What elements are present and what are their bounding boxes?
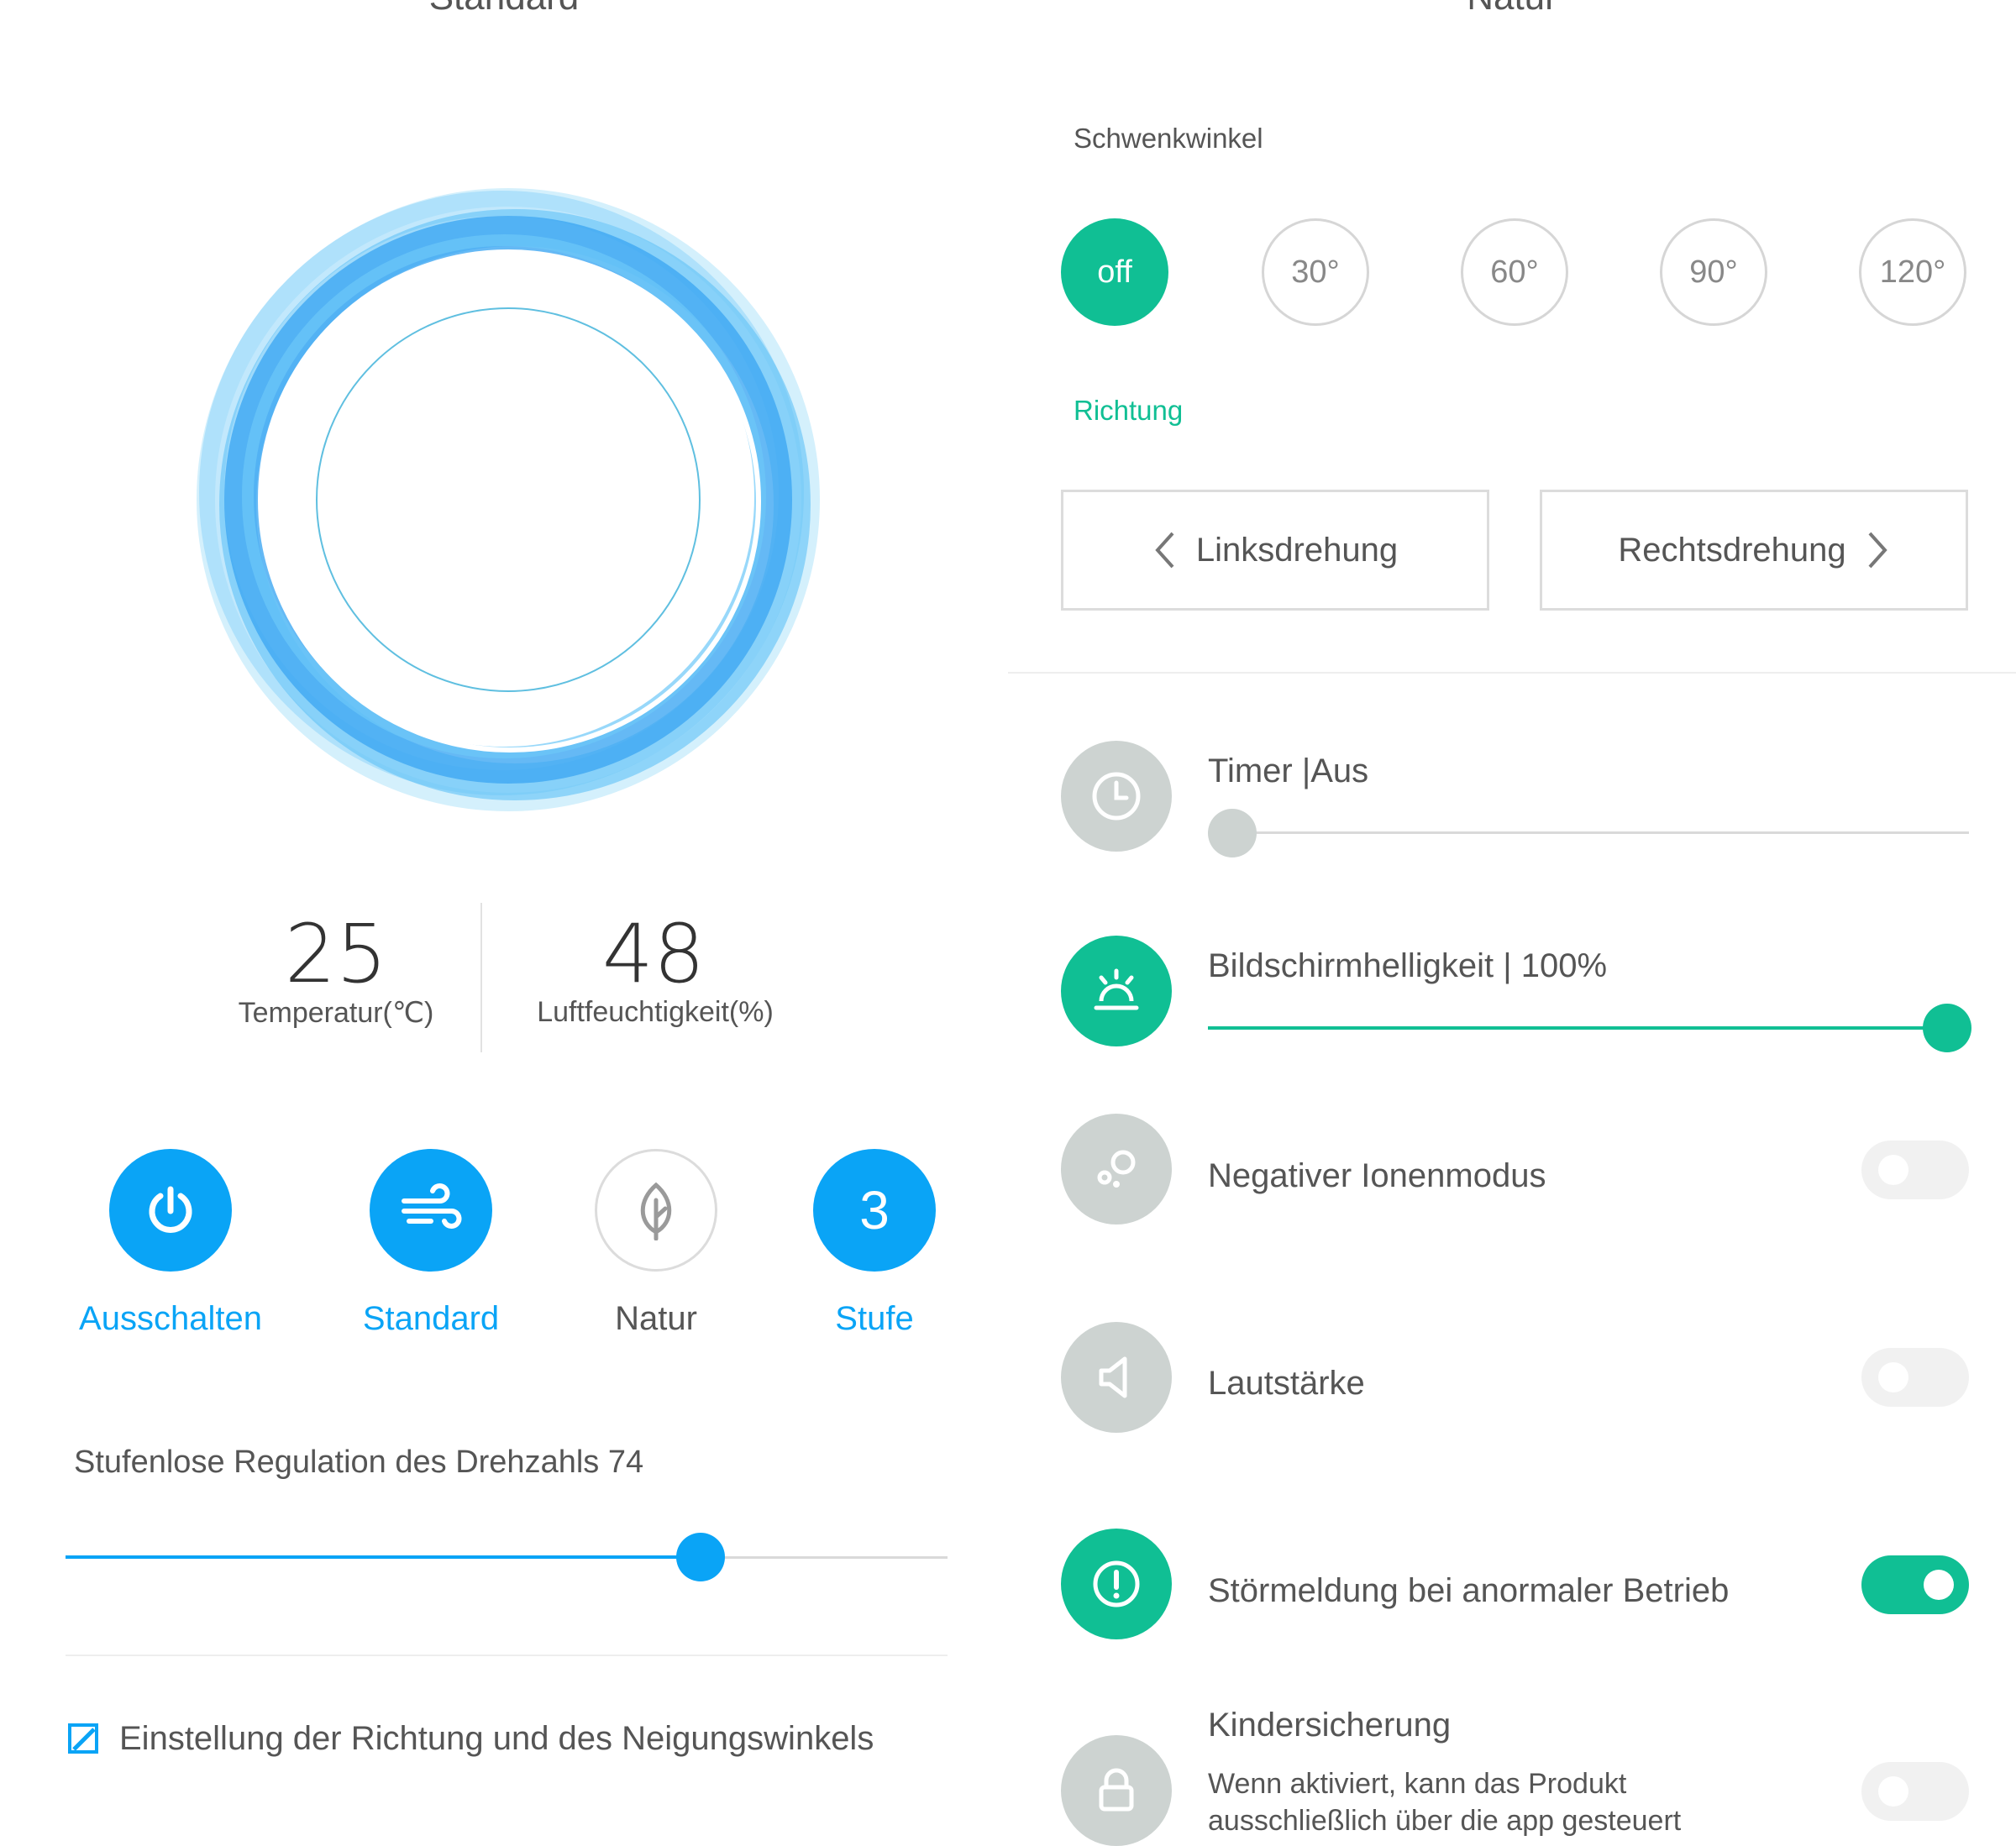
right-turn-label: Rechtsdrehung xyxy=(1618,531,1846,569)
right-turn-button[interactable]: Rechtsdrehung xyxy=(1540,490,1968,611)
section-divider-right xyxy=(1008,672,2016,674)
left-panel: Standard 25 Temperatur(℃) 48 Luftfeuchti… xyxy=(0,0,1008,1814)
standard-mode-button[interactable] xyxy=(370,1149,492,1272)
left-turn-button[interactable]: Linksdrehung xyxy=(1061,490,1489,611)
fan-ring-visual xyxy=(189,181,827,819)
direction-label: Richtung xyxy=(1074,395,1184,426)
wind-icon xyxy=(402,1183,462,1229)
level-label: Stufe xyxy=(835,1300,914,1337)
timer-label: Timer |Aus xyxy=(1208,753,1369,789)
ion-bubbles-icon xyxy=(1097,1150,1136,1188)
child-lock-toggle[interactable] xyxy=(1861,1762,1969,1821)
chevron-left-icon xyxy=(1155,532,1174,569)
angle-60-button[interactable]: 60° xyxy=(1461,218,1568,326)
fault-alert-toggle[interactable] xyxy=(1861,1555,1969,1614)
volume-label: Lautstärke xyxy=(1208,1365,1365,1402)
speed-slider-fill xyxy=(66,1555,701,1559)
section-divider xyxy=(66,1655,948,1656)
clock-icon xyxy=(1092,772,1141,821)
power-button[interactable] xyxy=(109,1149,232,1272)
chevron-right-icon xyxy=(1868,532,1887,569)
brightness-icon-circle xyxy=(1061,936,1172,1046)
brightness-slider-thumb[interactable] xyxy=(1923,1004,1971,1052)
speed-slider-thumb[interactable] xyxy=(676,1533,725,1581)
ion-icon-circle xyxy=(1061,1114,1172,1225)
direction-settings-link[interactable]: Einstellung der Richtung und des Neigung… xyxy=(67,1720,874,1758)
mode-title: Standard xyxy=(0,0,1008,18)
power-icon xyxy=(149,1186,192,1233)
toggle-knob xyxy=(1878,1776,1908,1807)
speaker-icon xyxy=(1099,1356,1127,1398)
angle-off-button[interactable]: off xyxy=(1061,218,1168,326)
direction-settings-label: Einstellung der Richtung und des Neigung… xyxy=(119,1720,874,1757)
speed-label: Stufenlose Regulation des Drehzahls 74 xyxy=(74,1445,644,1480)
swing-angle-label: Schwenkwinkel xyxy=(1074,123,1263,154)
temperature-value: 25 xyxy=(284,907,388,1001)
child-lock-label: Kindersicherung xyxy=(1208,1707,1452,1744)
negative-ion-toggle[interactable] xyxy=(1861,1141,1969,1199)
edit-icon xyxy=(68,1723,98,1754)
humidity-label: Luftfeuchtigkeit(%) xyxy=(537,996,774,1028)
timer-slider-track[interactable] xyxy=(1208,831,1969,834)
nature-mode-label: Natur xyxy=(615,1300,697,1337)
right-panel: Natur Schwenkwinkel off 30° 60° 90° 120°… xyxy=(1008,0,2016,1846)
lock-icon-circle xyxy=(1061,1735,1172,1846)
timer-icon-circle xyxy=(1061,741,1172,852)
alert-icon-circle xyxy=(1061,1529,1172,1639)
fault-alert-label: Störmeldung bei anormaler Betrieb xyxy=(1208,1572,1730,1609)
negative-ion-label: Negativer Ionenmodus xyxy=(1208,1157,1546,1194)
toggle-knob xyxy=(1924,1570,1954,1600)
humidity-value: 48 xyxy=(601,907,706,1001)
angle-90-button[interactable]: 90° xyxy=(1660,218,1767,326)
volume-toggle[interactable] xyxy=(1861,1348,1969,1407)
nature-mode-button[interactable] xyxy=(595,1149,717,1272)
volume-icon-circle xyxy=(1061,1322,1172,1433)
level-number: 3 xyxy=(859,1180,890,1240)
sun-icon xyxy=(1094,968,1139,1010)
leaf-icon xyxy=(640,1182,672,1240)
toggle-knob xyxy=(1878,1155,1908,1185)
angle-120-button[interactable]: 120° xyxy=(1859,218,1966,326)
left-turn-label: Linksdrehung xyxy=(1195,531,1399,569)
level-button[interactable]: 3 xyxy=(813,1149,936,1272)
brightness-slider-fill xyxy=(1208,1026,1947,1030)
mode-title-right: Natur xyxy=(1008,0,2016,18)
standard-mode-label: Standard xyxy=(362,1300,500,1337)
angle-30-button[interactable]: 30° xyxy=(1262,218,1369,326)
timer-slider-thumb[interactable] xyxy=(1208,809,1257,857)
stats-divider xyxy=(480,903,482,1052)
brightness-label: Bildschirmhelligkeit | 100% xyxy=(1208,947,1608,984)
alert-icon xyxy=(1093,1560,1140,1607)
power-label: Ausschalten xyxy=(79,1300,262,1337)
temperature-label: Temperatur(℃) xyxy=(238,997,434,1029)
lock-icon xyxy=(1099,1768,1134,1812)
child-lock-description: Wenn aktiviert, kann das Produkt ausschl… xyxy=(1208,1768,1682,1837)
toggle-knob xyxy=(1878,1362,1908,1392)
